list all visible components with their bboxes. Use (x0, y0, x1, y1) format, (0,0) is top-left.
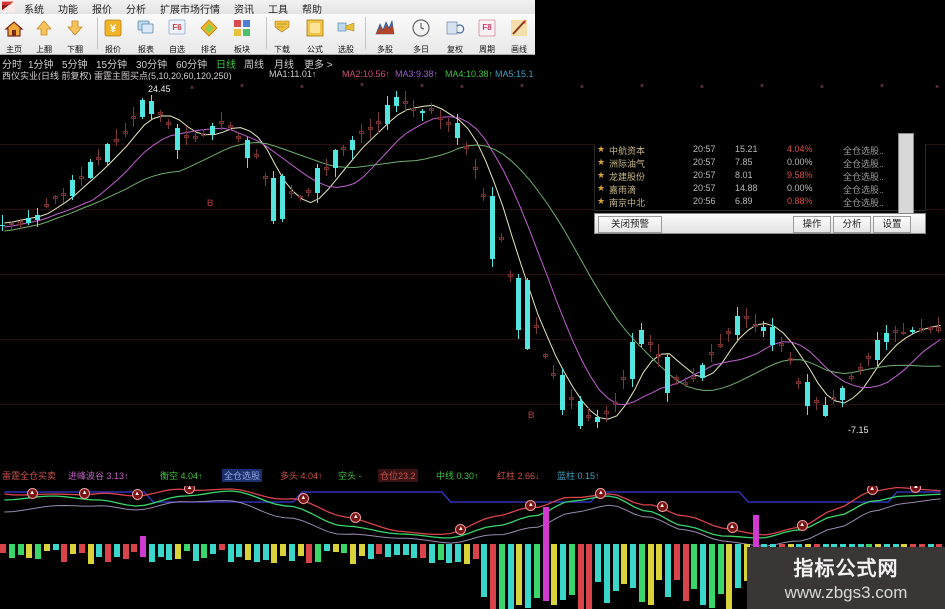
svg-text:¥: ¥ (110, 23, 117, 35)
svg-text:F6: F6 (172, 23, 182, 32)
svg-text:F8: F8 (482, 23, 492, 32)
